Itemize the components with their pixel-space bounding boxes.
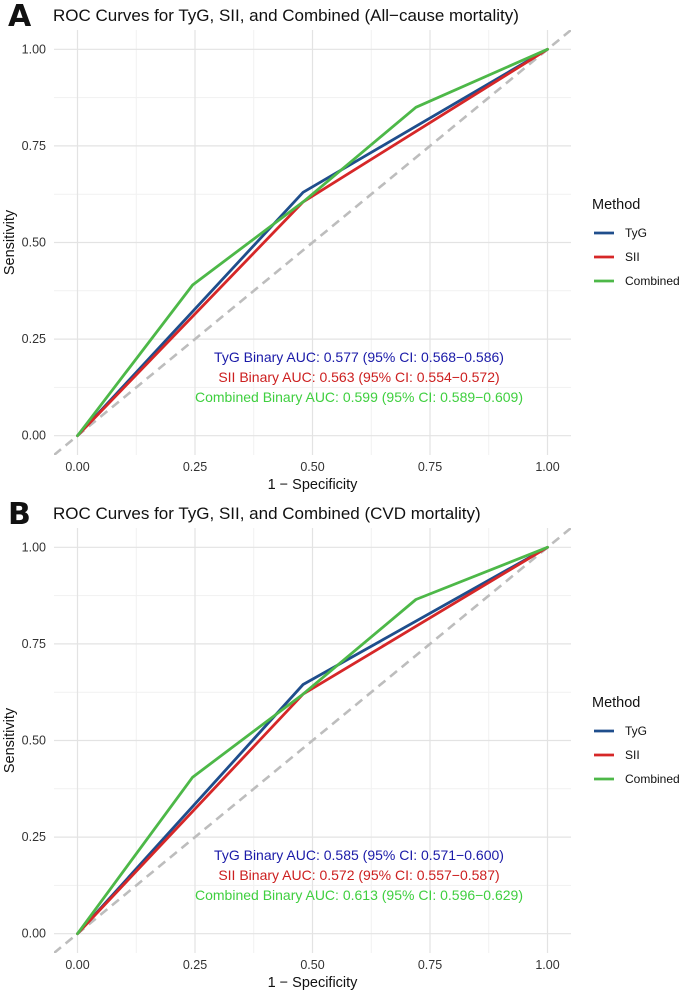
x-tick-label: 1.00 — [535, 460, 559, 474]
grid — [54, 528, 571, 953]
legend-label-tyg: TyG — [625, 226, 647, 240]
x-tick-label: 0.00 — [65, 460, 89, 474]
legend-label-combined: Combined — [625, 772, 680, 786]
y-tick-label: 0.50 — [22, 236, 46, 250]
auc-annotation: Combined Binary AUC: 0.613 (95% CI: 0.59… — [195, 887, 523, 903]
auc-annotation: Combined Binary AUC: 0.599 (95% CI: 0.58… — [195, 389, 523, 405]
y-axis-title: Sensitivity — [2, 707, 18, 773]
x-tick-label: 0.50 — [300, 460, 324, 474]
y-axis-title: Sensitivity — [2, 209, 18, 275]
panel-label: B — [8, 497, 31, 532]
y-tick-label: 0.75 — [22, 139, 46, 153]
auc-annotation: SII Binary AUC: 0.572 (95% CI: 0.557−0.5… — [218, 867, 499, 883]
y-tick-label: 1.00 — [22, 540, 46, 554]
y-tick-label: 0.50 — [22, 734, 46, 748]
legend-label-sii: SII — [625, 748, 640, 762]
auc-annotation: TyG Binary AUC: 0.577 (95% CI: 0.568−0.5… — [214, 349, 504, 365]
x-tick-label: 0.25 — [183, 460, 207, 474]
legend-title: Method — [592, 197, 640, 213]
y-tick-label: 0.25 — [22, 830, 46, 844]
legend-label-combined: Combined — [625, 274, 680, 288]
reference-diagonal-line — [54, 528, 571, 953]
roc-panel-a: 0.00 0.25 0.50 0.75 1.00 0.00 0.25 0.50 0.75 1.00… — [0, 0, 685, 496]
x-tick-label: 0.00 — [65, 958, 89, 972]
x-tick-label: 0.75 — [418, 958, 442, 972]
x-tick-label: 1.00 — [535, 958, 559, 972]
auc-annotation: TyG Binary AUC: 0.585 (95% CI: 0.571−0.6… — [214, 847, 504, 863]
x-tick-label: 0.50 — [300, 958, 324, 972]
y-tick-label: 0.00 — [22, 429, 46, 443]
legend-title: Method — [592, 695, 640, 711]
roc-chart-a: 0.00 0.25 0.50 0.75 1.00 0.00 0.25 0.50 0.75 1.00… — [2, 0, 680, 493]
plot-area — [54, 528, 571, 953]
x-tick-label: 0.25 — [183, 958, 207, 972]
y-tick-label: 0.25 — [22, 332, 46, 346]
roc-chart-b: 0.00 0.25 0.50 0.75 1.00 0.00 0.25 0.50 0.75 1.00… — [2, 497, 680, 991]
legend: Method TyG SII Combined — [592, 197, 680, 288]
series-line-combined — [76, 47, 549, 438]
x-axis-title: 1 − Specificity — [268, 975, 359, 991]
x-axis-title: 1 − Specificity — [268, 477, 359, 493]
plot-area — [54, 30, 571, 455]
legend-label-sii: SII — [625, 250, 640, 264]
series-line-tyg — [76, 545, 549, 936]
roc-panel-b: 0.00 0.25 0.50 0.75 1.00 0.00 0.25 0.50 0.75 1.00… — [0, 497, 685, 994]
legend-label-tyg: TyG — [625, 724, 647, 738]
reference-diagonal-line — [54, 30, 571, 455]
legend: Method TyG SII Combined — [592, 695, 680, 786]
chart-title: ROC Curves for TyG, SII, and Combined (A… — [53, 6, 519, 25]
auc-annotation: SII Binary AUC: 0.563 (95% CI: 0.554−0.5… — [218, 369, 499, 385]
y-tick-label: 1.00 — [22, 42, 46, 56]
series-line-tyg — [76, 47, 549, 438]
y-tick-label: 0.75 — [22, 637, 46, 651]
chart-title: ROC Curves for TyG, SII, and Combined (C… — [53, 504, 481, 523]
y-tick-label: 0.00 — [22, 927, 46, 941]
x-tick-label: 0.75 — [418, 460, 442, 474]
panel-label: A — [8, 0, 32, 34]
series-line-combined — [76, 545, 549, 936]
